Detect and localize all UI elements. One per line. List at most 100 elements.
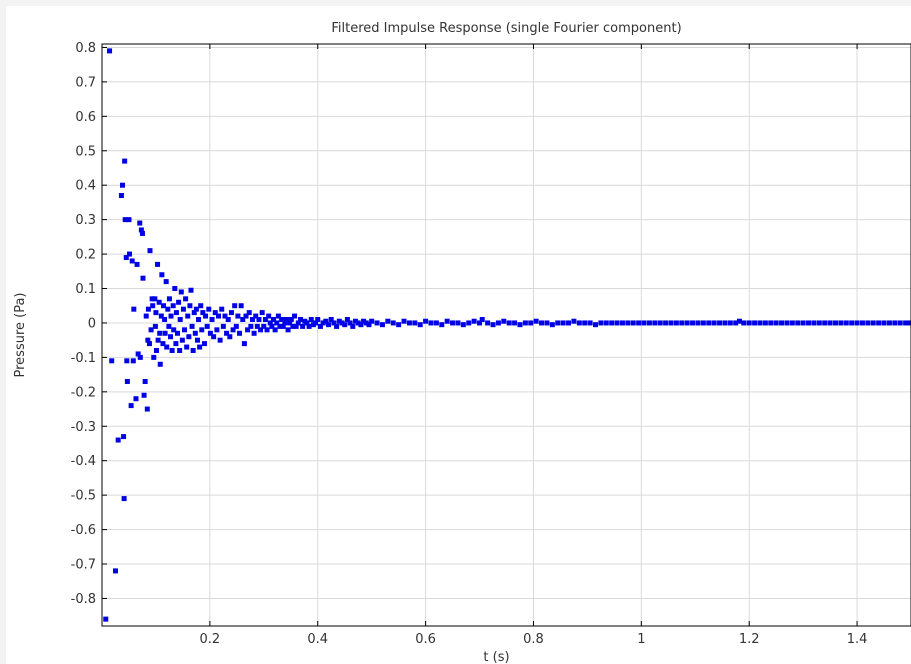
x-tick-label: 1.4 [847,632,868,647]
data-point [762,320,768,326]
data-point [189,323,195,329]
data-point [159,272,165,278]
data-point [822,320,828,326]
data-point [175,330,181,336]
data-point [119,182,125,188]
data-point [495,320,501,326]
data-point [186,334,192,340]
data-point [193,306,199,312]
y-axis-label: Pressure (Pa) [13,292,28,377]
data-point [153,347,159,353]
data-point [609,320,615,326]
data-point [153,310,159,316]
data-point [199,327,205,333]
data-point [249,317,255,323]
data-point [162,330,168,336]
data-point [271,317,277,323]
data-point [171,327,177,333]
data-point [733,320,739,326]
data-point [396,322,402,328]
data-point [197,344,203,350]
data-point [313,320,319,326]
data-point [603,320,609,326]
data-point [198,303,204,309]
y-tick-label: -0.5 [71,489,96,504]
data-point [865,320,871,326]
data-point [512,320,518,326]
data-point [736,318,742,324]
data-point [439,322,445,328]
data-point [673,320,679,326]
data-point [663,320,669,326]
data-point [180,306,186,312]
data-point [122,217,128,223]
data-point [811,320,817,326]
data-point [211,334,217,340]
data-point [300,323,306,329]
data-point [115,437,121,443]
data-point [906,320,911,326]
data-point [103,616,109,622]
data-points [103,48,911,622]
data-point [121,496,127,502]
data-point [156,299,162,305]
data-point [222,313,228,319]
data-point [876,320,882,326]
data-point [160,303,166,309]
data-point [417,322,423,328]
data-point [127,251,133,257]
data-point [886,320,892,326]
data-point [246,310,252,316]
data-point [124,378,130,384]
data-point [506,320,512,326]
data-point [146,341,152,347]
data-point [308,317,314,323]
data-point [361,318,367,324]
data-point [838,320,844,326]
data-point [690,320,696,326]
data-point [832,320,838,326]
data-point [122,158,128,164]
data-point [592,322,598,328]
data-point [297,317,303,323]
data-point [684,320,690,326]
y-tick-label: 0 [88,316,96,331]
data-point [173,341,179,347]
data-point [460,322,466,328]
data-point [139,230,145,236]
data-point [109,358,115,364]
data-point [261,323,267,329]
data-point [279,317,285,323]
x-tick-label: 1 [637,632,645,647]
data-point [854,320,860,326]
data-point [539,320,545,326]
data-point [192,330,198,336]
data-point [336,318,342,324]
data-point [196,317,202,323]
data-point [133,396,139,402]
data-point [428,320,434,326]
data-point [178,289,184,295]
data-point [363,320,369,326]
data-point [179,337,185,343]
data-point [225,317,231,323]
data-point [292,313,298,319]
y-tick-label: -0.4 [71,454,96,469]
data-point [191,310,197,316]
data-point [134,261,140,267]
data-point [217,337,223,343]
data-point [406,320,412,326]
y-tick-label: 0.4 [75,179,96,194]
data-point [162,317,168,323]
data-point [320,320,326,326]
data-point [112,568,118,574]
data-point [258,327,264,333]
data-point [224,330,230,336]
data-point [326,322,332,328]
data-point [200,310,206,316]
data-point [118,193,124,199]
data-point [204,323,210,329]
data-point [352,318,358,324]
data-point [641,320,647,326]
data-point [164,344,170,350]
